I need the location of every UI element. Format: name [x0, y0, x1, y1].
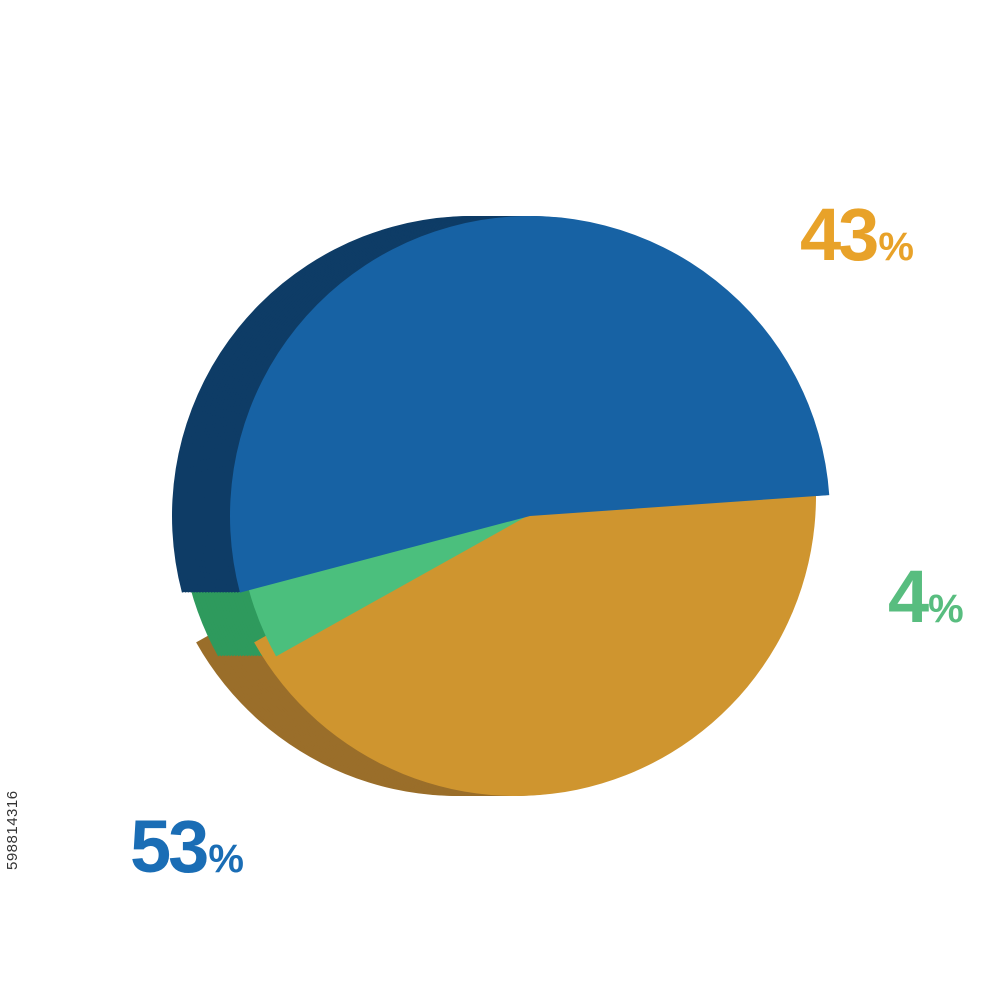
pie-slice-green [247, 510, 538, 657]
pie-faces [229, 215, 830, 796]
slice-label-green: 4% [888, 555, 964, 638]
pie-slice-blue [229, 215, 830, 593]
slice-label-orange: 43% [800, 193, 914, 276]
pie-slice-orange [254, 475, 816, 796]
stock-image-id: 598814316 [4, 790, 21, 870]
slice-label-blue: 53% [130, 805, 244, 888]
